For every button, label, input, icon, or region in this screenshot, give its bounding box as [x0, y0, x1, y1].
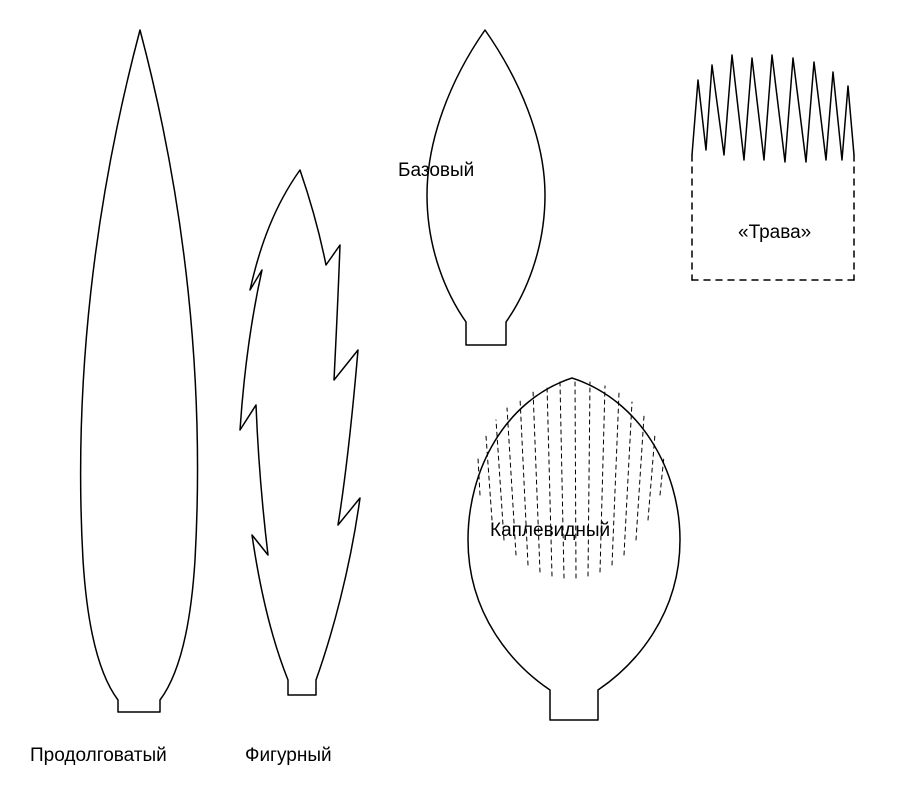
- label-figured: Фигурный: [245, 745, 332, 767]
- template-canvas: [0, 0, 900, 800]
- shape-figured: [240, 170, 360, 695]
- shape-grass-blades: [692, 55, 854, 162]
- label-basic: Базовый: [398, 160, 474, 182]
- shape-basic: [427, 30, 545, 345]
- label-teardrop: Каплевидный: [490, 520, 610, 542]
- shape-oblong: [81, 30, 198, 712]
- label-grass: «Трава»: [738, 222, 811, 244]
- shape-teardrop: [468, 378, 680, 720]
- label-oblong: Продолговатый: [30, 745, 167, 767]
